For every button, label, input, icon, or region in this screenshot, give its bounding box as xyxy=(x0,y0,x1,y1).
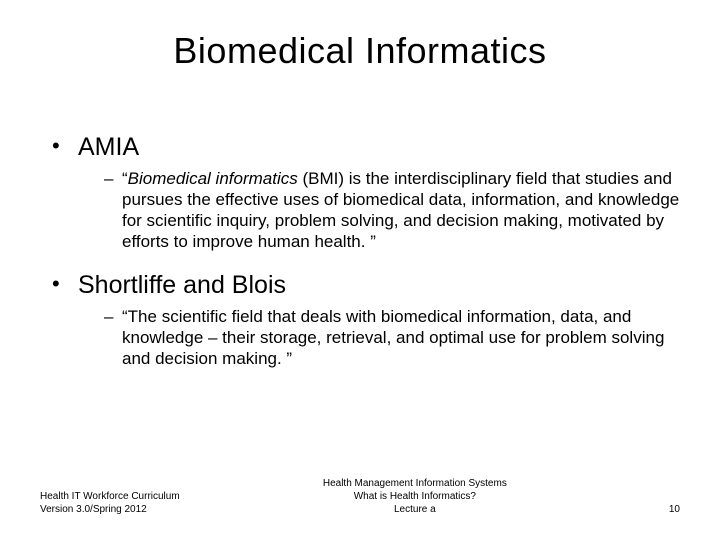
page-number: 10 xyxy=(650,503,680,516)
sub-italic: Biomedical informatics xyxy=(128,169,298,188)
page-title: Biomedical Informatics xyxy=(40,30,680,72)
footer-center-line2: What is Health Informatics? xyxy=(180,490,650,503)
slide: Biomedical Informatics AMIA “Biomedical … xyxy=(0,0,720,540)
footer-left-line1: Health IT Workforce Curriculum xyxy=(40,490,180,503)
bullet-label: Shortliffe and Blois xyxy=(78,270,680,300)
sub-list: “The scientific field that deals with bi… xyxy=(78,306,680,369)
sub-item: “Biomedical informatics (BMI) is the int… xyxy=(104,168,680,252)
sub-list: “Biomedical informatics (BMI) is the int… xyxy=(78,168,680,252)
bullet-item: AMIA “Biomedical informatics (BMI) is th… xyxy=(52,132,680,252)
footer-center: Health Management Information Systems Wh… xyxy=(180,477,650,516)
footer-center-line3: Lecture a xyxy=(180,503,650,516)
sub-item: “The scientific field that deals with bi… xyxy=(104,306,680,369)
bullet-list: AMIA “Biomedical informatics (BMI) is th… xyxy=(40,132,680,369)
bullet-label: AMIA xyxy=(78,132,680,162)
footer-center-line1: Health Management Information Systems xyxy=(180,477,650,490)
footer-left: Health IT Workforce Curriculum Version 3… xyxy=(40,490,180,516)
bullet-item: Shortliffe and Blois “The scientific fie… xyxy=(52,270,680,369)
footer-left-line2: Version 3.0/Spring 2012 xyxy=(40,503,180,516)
sub-text: The scientific field that deals with bio… xyxy=(122,307,664,368)
footer: Health IT Workforce Curriculum Version 3… xyxy=(0,477,720,516)
